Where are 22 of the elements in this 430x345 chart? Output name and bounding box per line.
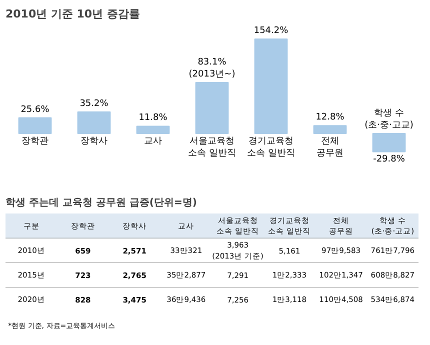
x-tick-label: 서울교육청 소속 일반직 (188, 136, 236, 158)
bar (195, 82, 229, 134)
chart-title: 2010년 기준 10년 증감률 (6, 8, 140, 20)
x-tick-label: 장학관 (22, 136, 48, 146)
bar (254, 38, 288, 134)
x-tick-label: 교사 (144, 136, 162, 146)
bar (372, 132, 406, 152)
x-tick-label: 전체 공무원 (316, 136, 344, 158)
data-label: 11.8% (138, 113, 168, 124)
data-label: -29.8% (373, 154, 406, 165)
bar (77, 111, 111, 134)
data-label: 83.1% (2013년~) (188, 58, 236, 80)
data-label: 12.8% (316, 112, 345, 123)
x-tick-label: 장학사 (80, 136, 108, 146)
data-label: 154.2% (254, 26, 289, 36)
data-label: 35.2% (80, 98, 109, 109)
bar (18, 117, 52, 134)
bar (136, 126, 170, 134)
text: 학생 주는데 교육청 공무원 급증(단위=명) (6, 198, 197, 208)
data-label: 25.6% (20, 104, 50, 115)
bar (313, 125, 347, 134)
x-tick-label: 경기교육청 소속 일반직 (247, 136, 295, 158)
